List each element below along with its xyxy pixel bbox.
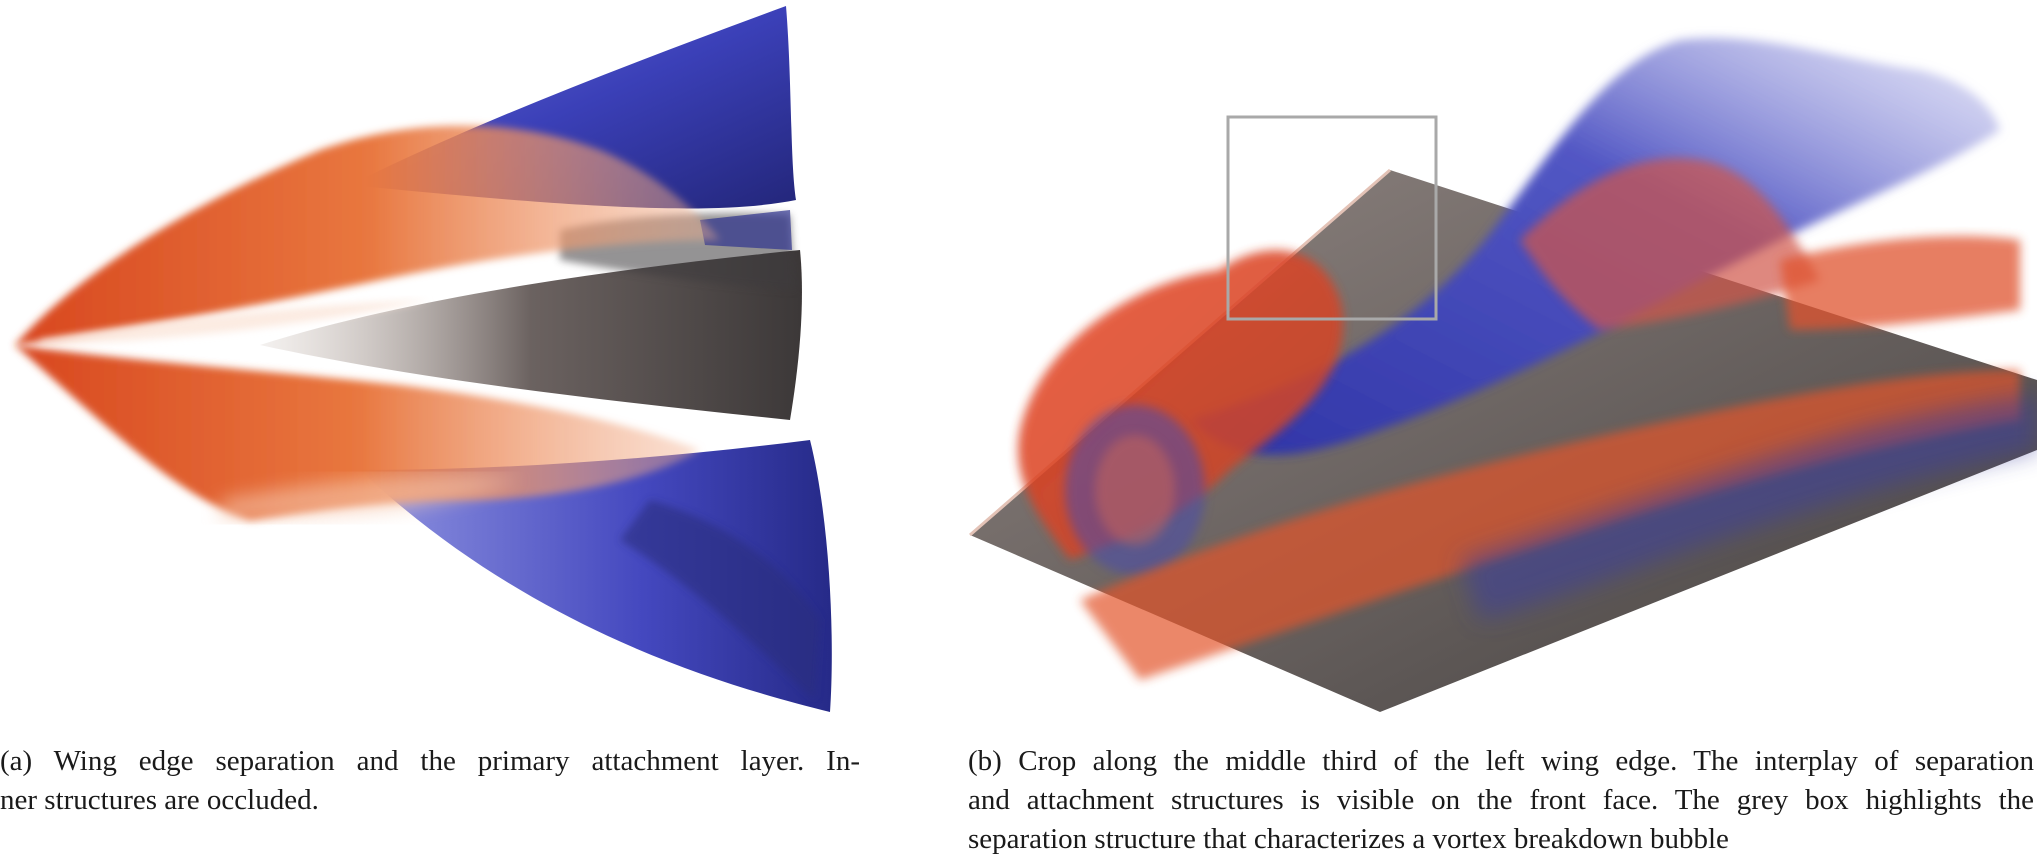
vortex-breakdown-render xyxy=(969,37,2037,712)
wing-separation-render xyxy=(15,6,832,712)
caption-a-line-1: (a) Wing edge separation and the primary… xyxy=(0,745,860,777)
caption-b-line-2: and attachment structures is visible on … xyxy=(968,784,2034,816)
lower-separation-sheet xyxy=(15,345,700,520)
caption-a: (a) Wing edge separation and the primary… xyxy=(0,742,860,820)
wing-surface xyxy=(260,250,802,420)
caption-b: (b) Crop along the middle third of the l… xyxy=(968,742,2034,859)
upper-separation-sheet xyxy=(15,125,720,345)
lower-attachment-sheet xyxy=(360,440,832,712)
figure-panel-a xyxy=(0,0,850,730)
caption-b-line-3: separation structure that characterizes … xyxy=(968,823,1729,855)
caption-a-line-2: ner structures are occluded. xyxy=(0,784,319,816)
vortex-breakdown-highlight-box xyxy=(1226,115,1438,321)
caption-b-line-1: (b) Crop along the middle third of the l… xyxy=(968,745,2034,777)
figure-panel-b xyxy=(960,0,2037,730)
